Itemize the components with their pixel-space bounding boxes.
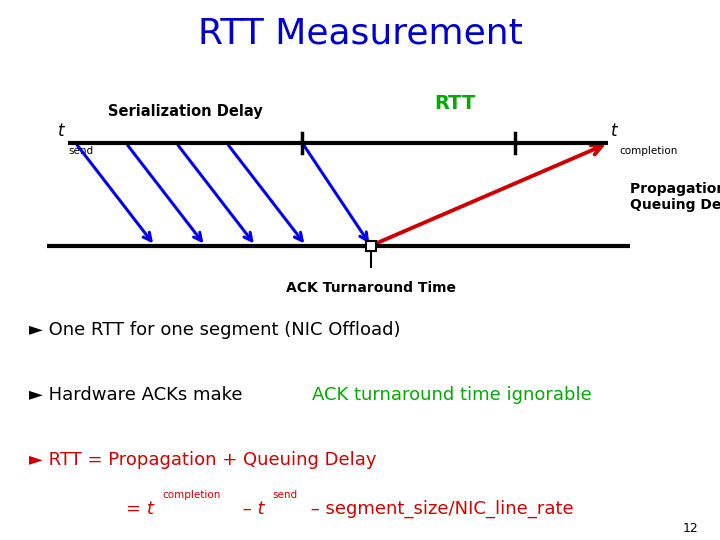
Text: send: send bbox=[68, 146, 94, 156]
Text: – segment_size/NIC_line_rate: – segment_size/NIC_line_rate bbox=[305, 500, 574, 518]
Text: Propagation &
Queuing Delay: Propagation & Queuing Delay bbox=[630, 182, 720, 212]
Text: 12: 12 bbox=[683, 522, 698, 535]
Text: – t: – t bbox=[238, 500, 265, 517]
Text: ► One RTT for one segment (NIC Offload): ► One RTT for one segment (NIC Offload) bbox=[29, 321, 400, 339]
Text: t: t bbox=[58, 123, 65, 140]
Text: ► RTT = Propagation + Queuing Delay: ► RTT = Propagation + Queuing Delay bbox=[29, 451, 377, 469]
Text: Serialization Delay: Serialization Delay bbox=[108, 104, 263, 119]
Text: ACK Turnaround Time: ACK Turnaround Time bbox=[286, 281, 456, 295]
Text: t: t bbox=[611, 123, 617, 140]
Text: completion: completion bbox=[619, 146, 678, 156]
Text: send: send bbox=[273, 490, 298, 500]
Text: = t: = t bbox=[126, 500, 154, 517]
Text: RTT: RTT bbox=[435, 94, 476, 113]
Text: ACK turnaround time ignorable: ACK turnaround time ignorable bbox=[312, 386, 591, 404]
Text: RTT Measurement: RTT Measurement bbox=[197, 16, 523, 50]
Text: ► Hardware ACKs make: ► Hardware ACKs make bbox=[29, 386, 248, 404]
Text: completion: completion bbox=[162, 490, 220, 500]
